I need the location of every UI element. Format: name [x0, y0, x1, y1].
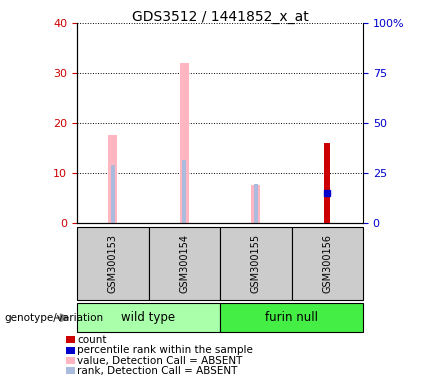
- Bar: [324, 143, 330, 223]
- Bar: [108, 136, 117, 223]
- Bar: [252, 185, 260, 223]
- Bar: [180, 63, 188, 223]
- Text: GSM300156: GSM300156: [322, 233, 332, 293]
- Text: rank, Detection Call = ABSENT: rank, Detection Call = ABSENT: [77, 366, 237, 376]
- Bar: [182, 161, 187, 223]
- Text: GSM300155: GSM300155: [251, 233, 261, 293]
- Text: GSM300153: GSM300153: [108, 233, 118, 293]
- Text: genotype/variation: genotype/variation: [4, 313, 103, 323]
- Text: furin null: furin null: [265, 311, 318, 324]
- Bar: [110, 166, 115, 223]
- Text: wild type: wild type: [121, 311, 176, 324]
- Bar: [253, 184, 258, 223]
- Text: count: count: [77, 335, 106, 345]
- Text: percentile rank within the sample: percentile rank within the sample: [77, 345, 253, 355]
- Text: GDS3512 / 1441852_x_at: GDS3512 / 1441852_x_at: [132, 10, 308, 23]
- Text: GSM300154: GSM300154: [179, 233, 189, 293]
- Text: value, Detection Call = ABSENT: value, Detection Call = ABSENT: [77, 356, 242, 366]
